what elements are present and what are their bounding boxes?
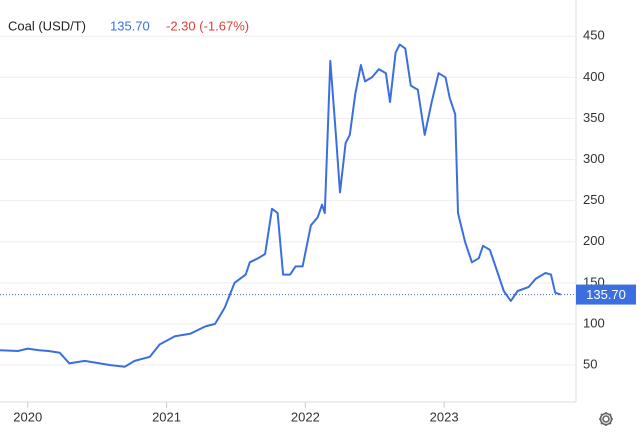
y-tick-label: 400 bbox=[583, 69, 605, 84]
price-change: -2.30 (-1.67%) bbox=[166, 18, 249, 33]
chart-title: Coal (USD/T) bbox=[8, 18, 86, 33]
price-line bbox=[0, 43, 562, 368]
last-price-label: 135.70 bbox=[586, 287, 626, 302]
y-tick-label: 100 bbox=[583, 315, 605, 330]
x-tick-label: 2022 bbox=[291, 409, 320, 424]
last-price: 135.70 bbox=[110, 18, 150, 33]
y-tick-label: 50 bbox=[583, 356, 597, 371]
y-tick-label: 300 bbox=[583, 151, 605, 166]
x-tick-label: 2021 bbox=[152, 409, 181, 424]
x-tick-label: 2020 bbox=[13, 409, 42, 424]
y-tick-label: 200 bbox=[583, 233, 605, 248]
y-tick-label: 250 bbox=[583, 192, 605, 207]
x-tick-label: 2023 bbox=[430, 409, 459, 424]
last-price-box bbox=[576, 284, 636, 305]
y-tick-label: 350 bbox=[583, 110, 605, 125]
settings-icon[interactable] bbox=[599, 412, 613, 426]
y-tick-label: 450 bbox=[583, 28, 605, 43]
